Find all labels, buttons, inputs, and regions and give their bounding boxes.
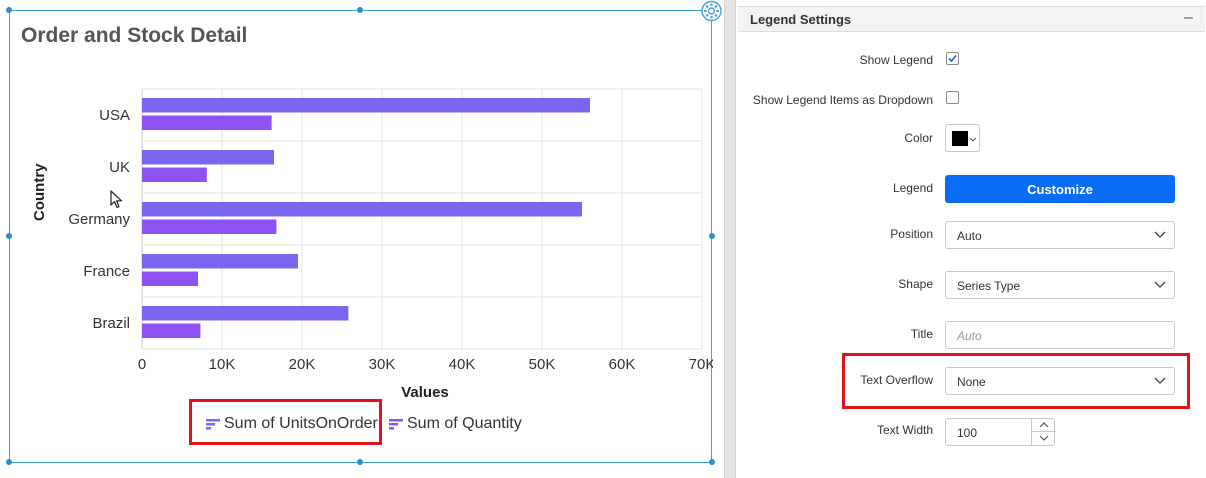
chart-widget[interactable]: USA UK Germany France Brazil 0 10K 20K 30K 40K 50K… xyxy=(9,10,712,463)
mouse-cursor-icon xyxy=(110,190,124,210)
bar-sum-of-unitsonorder-germany xyxy=(142,202,582,217)
legend-dropdown-checkbox[interactable] xyxy=(946,91,959,104)
y-tick-label: Brazil xyxy=(92,315,130,332)
gear-icon[interactable] xyxy=(700,0,723,22)
title-input[interactable]: Auto xyxy=(945,321,1175,349)
spinner xyxy=(1031,419,1055,445)
x-tick-label: 20K xyxy=(289,356,316,373)
minus-icon[interactable]: – xyxy=(1184,9,1193,27)
y-tick-label: France xyxy=(83,263,130,280)
legend-dropdown-label: Show Legend Items as Dropdown xyxy=(753,93,933,107)
color-picker[interactable] xyxy=(945,124,980,152)
chevron-up-icon xyxy=(1032,419,1056,431)
legend-item-quantity[interactable]: Sum of Quantity xyxy=(389,415,522,433)
legend-label: Legend xyxy=(893,181,933,195)
x-tick-label: 40K xyxy=(449,356,476,373)
x-tick-label: 0 xyxy=(138,356,146,373)
shape-value: Series Type xyxy=(957,279,1020,293)
bar-sum-of-quantity-germany xyxy=(142,220,276,235)
resize-handle[interactable] xyxy=(357,459,363,465)
x-axis-title: Values xyxy=(401,384,449,401)
checkmark-icon xyxy=(947,53,958,64)
text-width-numeric[interactable]: 100 xyxy=(945,418,1055,446)
bar-sum-of-quantity-uk xyxy=(142,168,207,183)
bar-sum-of-quantity-brazil xyxy=(142,324,200,339)
decrement-button[interactable] xyxy=(1032,432,1056,445)
text-width-value: 100 xyxy=(957,426,977,440)
panel-title: Legend Settings xyxy=(750,12,851,27)
chevron-down-icon xyxy=(1154,230,1166,240)
highlight-box-legend xyxy=(189,399,382,445)
color-label: Color xyxy=(904,131,933,145)
position-value: Auto xyxy=(957,229,982,243)
resize-handle[interactable] xyxy=(6,233,12,239)
chevron-down-icon xyxy=(1032,432,1056,444)
color-swatch xyxy=(952,131,968,146)
y-tick-label: Germany xyxy=(68,211,130,228)
bar-sum-of-unitsonorder-brazil xyxy=(142,306,348,321)
chevron-down-icon xyxy=(969,137,977,143)
resize-handle[interactable] xyxy=(357,7,363,13)
title-placeholder: Auto xyxy=(957,329,982,343)
panel-header[interactable]: Legend Settings – xyxy=(738,6,1205,32)
y-tick-label: USA xyxy=(99,107,130,124)
increment-button[interactable] xyxy=(1032,419,1056,432)
position-label: Position xyxy=(890,227,933,241)
bar-sum-of-quantity-usa xyxy=(142,116,272,131)
title-label: Title xyxy=(911,327,933,341)
x-tick-label: 10K xyxy=(209,356,236,373)
bar-sum-of-unitsonorder-uk xyxy=(142,150,274,165)
highlight-box-text-overflow xyxy=(842,353,1190,409)
x-tick-label: 60K xyxy=(609,356,636,373)
x-tick-label: 50K xyxy=(529,356,556,373)
show-legend-checkbox[interactable] xyxy=(946,52,959,65)
x-tick-label: 70K xyxy=(689,356,713,373)
position-select[interactable]: Auto xyxy=(945,221,1175,249)
bar-sum-of-unitsonorder-france xyxy=(142,254,298,269)
customize-button[interactable]: Customize xyxy=(945,175,1175,203)
text-width-label: Text Width xyxy=(877,423,933,437)
y-axis-title: Country xyxy=(31,164,48,222)
show-legend-label: Show Legend xyxy=(860,53,933,67)
resize-handle[interactable] xyxy=(6,7,12,13)
x-tick-label: 30K xyxy=(369,356,396,373)
resize-handle[interactable] xyxy=(709,233,715,239)
chart-title: Order and Stock Detail xyxy=(21,24,247,48)
panel-splitter[interactable] xyxy=(724,0,736,478)
legend-label: Sum of Quantity xyxy=(407,415,522,433)
chevron-down-icon xyxy=(1154,280,1166,290)
series-type-icon xyxy=(389,418,403,430)
bar-chart: USA UK Germany France Brazil 0 10K 20K 30K 40K 50K… xyxy=(10,11,713,464)
shape-label: Shape xyxy=(898,277,933,291)
resize-handle[interactable] xyxy=(6,459,12,465)
y-tick-label: UK xyxy=(109,159,130,176)
bar-sum-of-quantity-france xyxy=(142,272,198,287)
resize-handle[interactable] xyxy=(709,459,715,465)
bar-sum-of-unitsonorder-usa xyxy=(142,98,590,113)
shape-select[interactable]: Series Type xyxy=(945,271,1175,299)
